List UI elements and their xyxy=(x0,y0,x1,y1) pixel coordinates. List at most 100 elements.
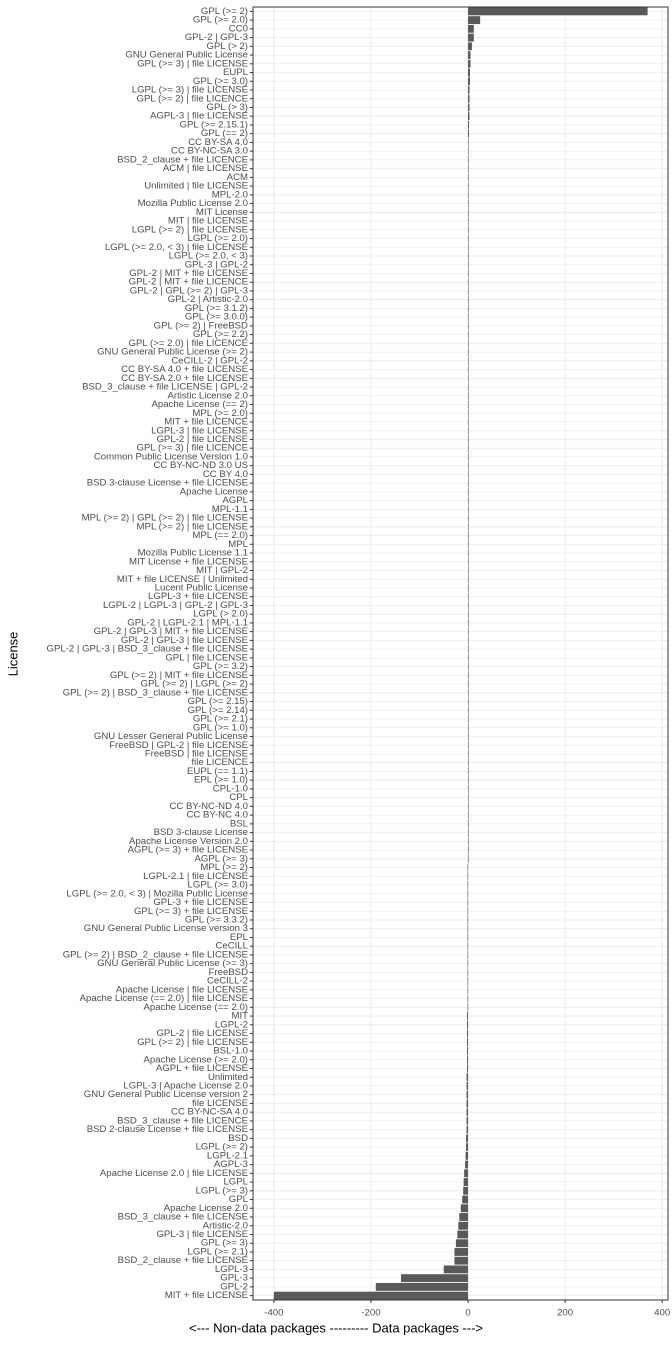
y-tick-label: CC BY-NC-ND 4.0 xyxy=(169,801,248,812)
bar xyxy=(468,522,469,531)
bar xyxy=(467,916,469,924)
y-tick-label: LGPL-3 | file LICENSE xyxy=(151,425,248,436)
y-tick-label: Artistic-2.0 xyxy=(203,1220,248,1231)
y-tick-label: GPL (>= 2) | file LICENSE xyxy=(137,1037,248,1048)
y-tick-label: CC0 xyxy=(229,23,248,34)
y-tick-label: GPL (>= 2) xyxy=(201,6,248,17)
y-tick-label: MIT | file LICENSE xyxy=(168,216,248,227)
bar xyxy=(468,575,469,584)
y-tick-label: GPL | file LICENSE xyxy=(165,652,248,663)
y-tick-label: Apache License (== 2.0) xyxy=(143,1002,248,1013)
bar xyxy=(468,103,470,112)
bar xyxy=(455,1239,469,1248)
bar xyxy=(468,243,469,252)
bar xyxy=(401,1274,469,1283)
bar xyxy=(463,1178,469,1186)
bar xyxy=(468,313,469,322)
bar xyxy=(468,173,469,182)
y-tick-label: GPL (>= 2.1) xyxy=(193,714,248,725)
y-tick-label: Apache License (>= 2.0) xyxy=(143,1054,248,1065)
bar xyxy=(468,391,469,400)
y-tick-label: MPL (== 2.0) xyxy=(192,530,248,541)
bar xyxy=(468,287,469,295)
y-tick-label: AGPL (>= 3) xyxy=(194,853,248,864)
y-tick-label: GPL (>= 3.1.2) xyxy=(185,303,248,314)
bar xyxy=(468,94,470,103)
y-tick-label: CeCILL-2 | GPL-2 xyxy=(171,355,248,366)
bar xyxy=(468,339,469,348)
y-tick-label: Artistic License 2.0 xyxy=(167,390,248,401)
bar xyxy=(468,147,469,156)
y-tick-label: MPL (>= 2.0) xyxy=(192,408,248,419)
y-tick-label: GPL (>= 1.0) xyxy=(193,722,248,733)
bar xyxy=(468,496,469,505)
y-tick-label: MPL (>= 2) | GPL (>= 2) | file LICENSE xyxy=(82,513,248,524)
y-tick-label: GNU General Public License version 2 xyxy=(84,1089,248,1100)
bar xyxy=(468,435,469,444)
y-tick-label: GPL-2 | LGPL-2.1 | MPL-1.1 xyxy=(127,617,248,628)
y-tick-label: FreeBSD | GPL-2 | file LICENSE xyxy=(109,740,248,751)
y-tick-label: LGPL (>= 2.0, < 3) | file LICENSE xyxy=(105,242,248,253)
bar xyxy=(467,863,469,872)
y-tick-label: MIT + file LICENSE | Unlimited xyxy=(117,574,248,585)
bar xyxy=(465,1160,469,1169)
y-tick-label: MIT | GPL-2 xyxy=(196,565,248,576)
y-tick-label: Common Public License Version 1.0 xyxy=(94,451,248,462)
bar xyxy=(468,767,469,776)
bar xyxy=(468,776,469,785)
bar xyxy=(468,59,471,68)
y-tick-label: Unlimited | file LICENSE xyxy=(144,181,248,192)
bar xyxy=(466,1108,469,1117)
bar xyxy=(468,330,469,339)
bar xyxy=(468,706,469,715)
y-tick-label: MPL xyxy=(228,539,248,550)
y-tick-label: CC BY-NC-ND 3.0 US xyxy=(153,460,248,471)
bar xyxy=(468,557,469,566)
bar xyxy=(466,1082,469,1090)
bar xyxy=(467,1064,469,1073)
y-tick-label: AGPL-3 xyxy=(214,1159,248,1170)
bar xyxy=(464,1169,469,1178)
y-tick-label: EUPL xyxy=(223,67,249,78)
y-tick-label: GPL (>= 2.0) xyxy=(193,15,248,26)
bar xyxy=(468,278,469,287)
y-tick-label: GPL (>= 2.14) xyxy=(188,705,248,716)
bar xyxy=(468,383,469,391)
y-tick-label: Apache License (== 2.0) | file LICENSE xyxy=(80,993,248,1004)
bar xyxy=(468,627,469,636)
bar xyxy=(467,959,469,968)
x-tick-label: 0 xyxy=(465,1308,470,1319)
bar xyxy=(468,819,469,828)
bar xyxy=(468,514,469,523)
y-tick-label: EPL (>= 1.0) xyxy=(194,775,248,786)
y-tick-label: BSL xyxy=(230,818,249,829)
y-tick-label: LGPL-2.1 | file LICENSE xyxy=(143,871,248,882)
bar xyxy=(468,68,470,77)
bar xyxy=(468,51,471,59)
y-tick-label: CC BY-SA 4.0 xyxy=(188,137,248,148)
bar xyxy=(468,505,469,514)
bar xyxy=(468,610,469,619)
bar xyxy=(468,182,469,191)
bar xyxy=(468,7,648,16)
bar xyxy=(468,662,469,671)
bar xyxy=(466,1143,469,1152)
bar xyxy=(468,680,469,689)
y-tick-label: CC BY-SA 4.0 + file LICENSE xyxy=(121,364,248,375)
bar xyxy=(463,1186,469,1195)
y-tick-label: CPL xyxy=(229,792,248,803)
y-tick-label: GPL xyxy=(229,1194,249,1205)
bar xyxy=(468,199,469,208)
bar xyxy=(458,1221,469,1230)
bar xyxy=(467,942,469,951)
y-tick-label: EPL xyxy=(230,932,249,943)
bar xyxy=(468,828,469,837)
y-tick-label: Apache License 2.0 | file LICENSE xyxy=(100,1168,248,1179)
y-tick-label: CC BY-NC-SA 4.0 xyxy=(171,1107,248,1118)
y-tick-label: GNU General Public License xyxy=(125,50,248,61)
y-tick-label: ACM | file LICENSE xyxy=(163,163,248,174)
bar xyxy=(468,16,481,25)
y-tick-label: GPL-2 | Artistic-2.0 xyxy=(168,294,248,305)
bar xyxy=(468,295,469,304)
bar xyxy=(466,1134,469,1143)
